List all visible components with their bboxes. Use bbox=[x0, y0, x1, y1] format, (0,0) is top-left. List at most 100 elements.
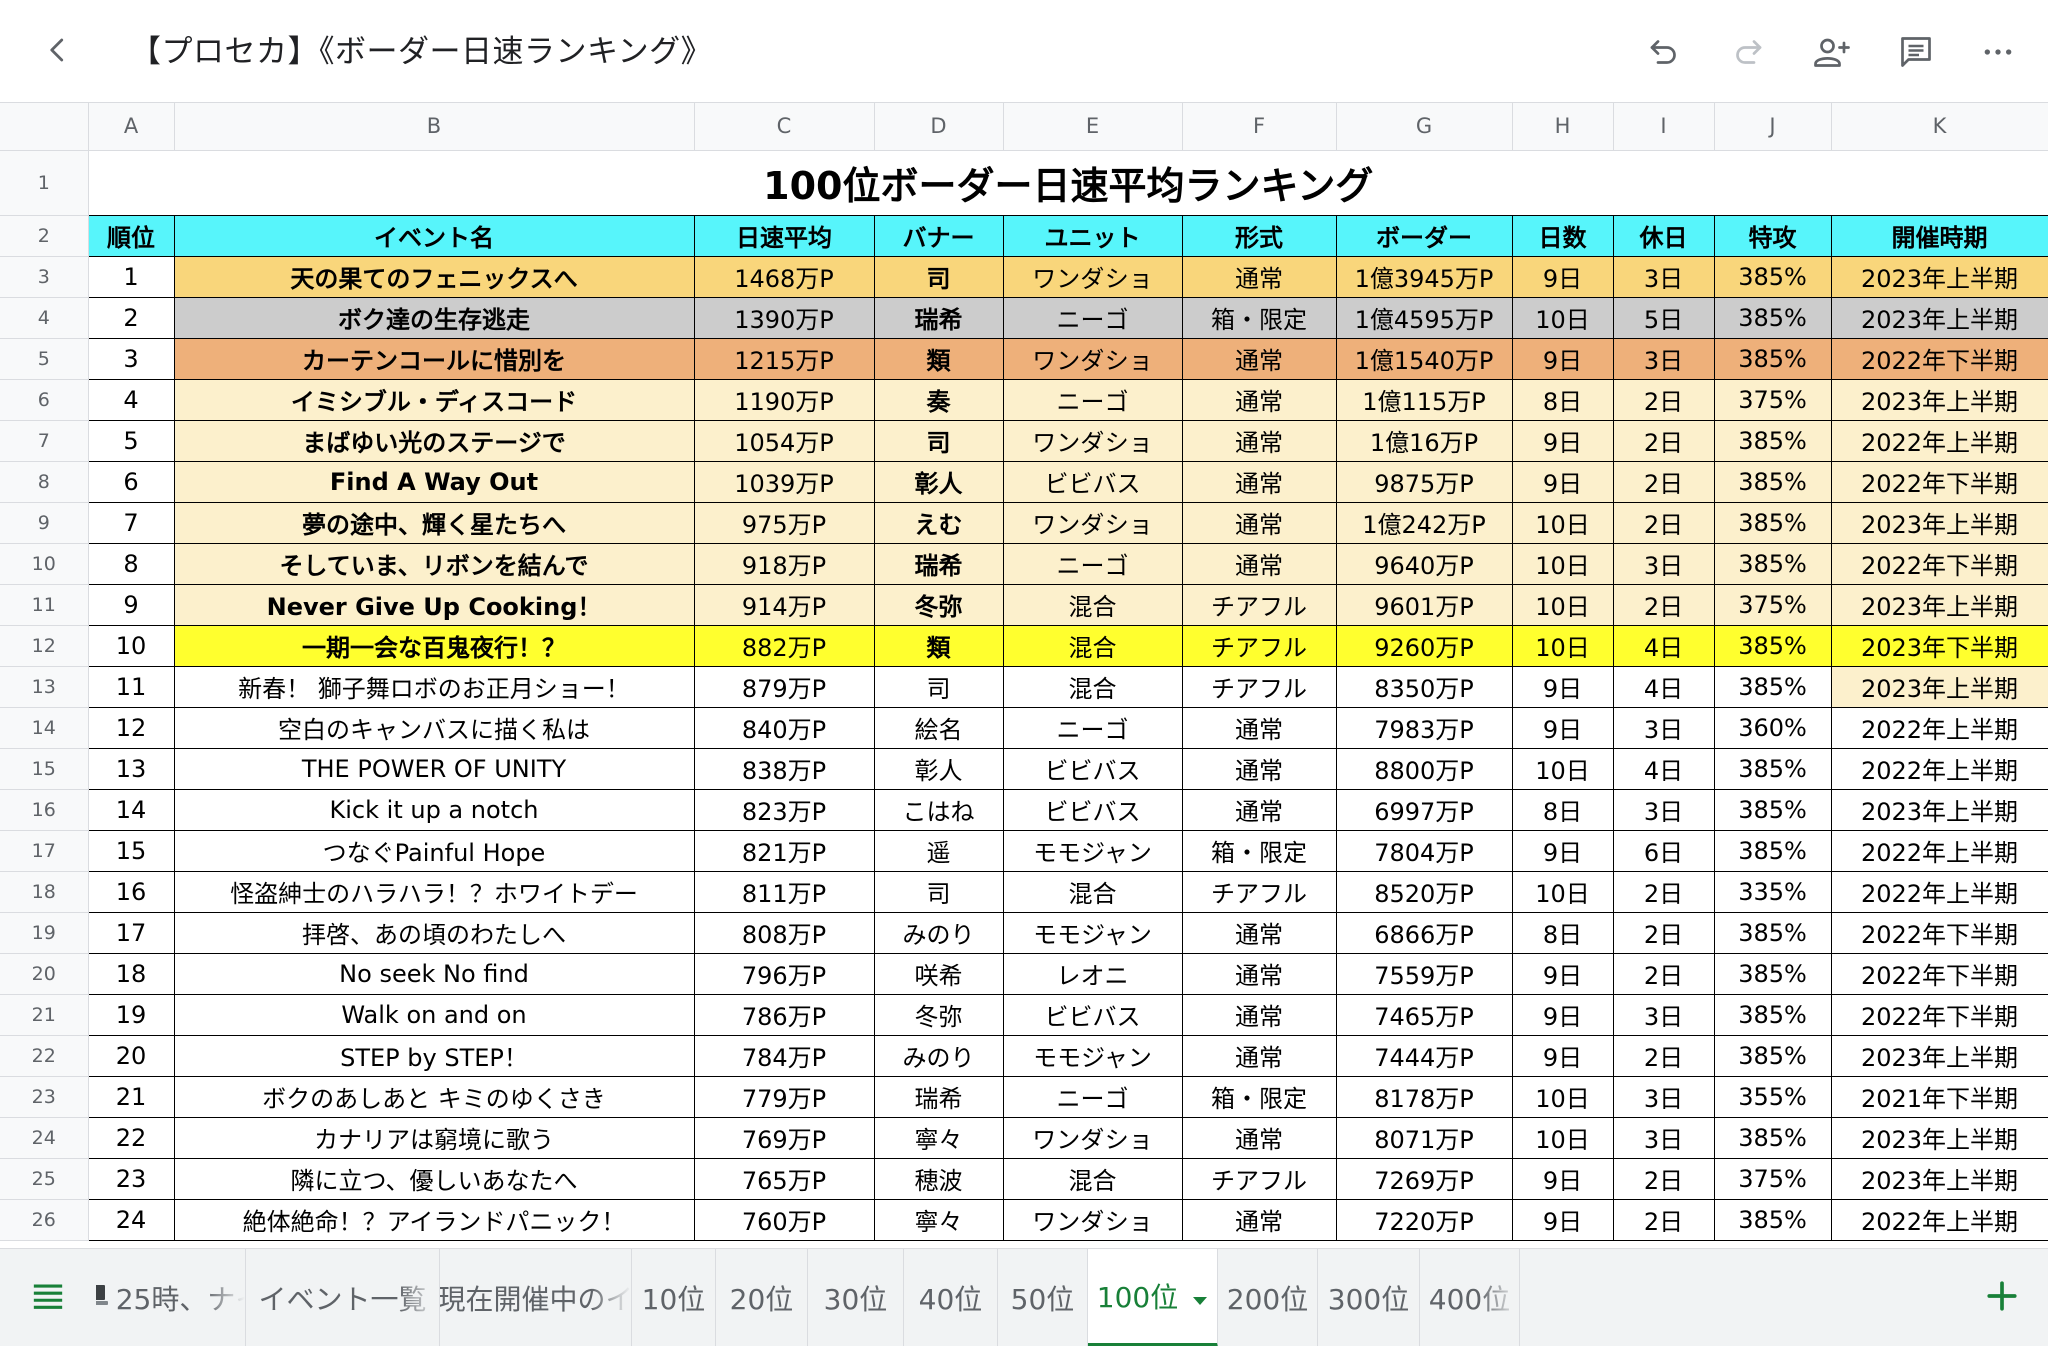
row-number[interactable]: 10 bbox=[0, 543, 89, 585]
border-cell[interactable]: 8178万P bbox=[1335, 1075, 1513, 1118]
banner-cell[interactable]: 穂波 bbox=[873, 1157, 1004, 1200]
days-cell[interactable]: 10日 bbox=[1511, 1116, 1614, 1159]
event-name-cell[interactable]: Find A Way Out bbox=[173, 460, 695, 503]
row-number[interactable]: 1 bbox=[0, 150, 89, 216]
banner-cell[interactable]: 彰人 bbox=[873, 747, 1004, 790]
row-number[interactable]: 19 bbox=[0, 912, 89, 954]
sheet-tab[interactable]: 100位 bbox=[1088, 1249, 1218, 1346]
holidays-cell[interactable]: 2日 bbox=[1612, 1198, 1715, 1241]
row-number[interactable]: 17 bbox=[0, 830, 89, 872]
holidays-cell[interactable]: 6日 bbox=[1612, 829, 1715, 872]
period-cell[interactable]: 2022年下半期 bbox=[1830, 952, 2048, 995]
format-cell[interactable]: チアフル bbox=[1181, 1157, 1337, 1200]
daily-average-cell[interactable]: 840万P bbox=[693, 706, 875, 749]
unit-cell[interactable]: ニーゴ bbox=[1002, 542, 1183, 585]
holidays-cell[interactable]: 2日 bbox=[1612, 419, 1715, 462]
rank-cell[interactable]: 10 bbox=[87, 624, 175, 667]
days-cell[interactable]: 10日 bbox=[1511, 870, 1614, 913]
days-cell[interactable]: 9日 bbox=[1511, 665, 1614, 708]
daily-average-cell[interactable]: 918万P bbox=[693, 542, 875, 585]
row-number[interactable]: 3 bbox=[0, 256, 89, 298]
event-name-cell[interactable]: ボクのあしあと キミのゆくさき bbox=[173, 1075, 695, 1118]
sheet-tab[interactable]: 50位 bbox=[998, 1249, 1088, 1346]
column-header-d[interactable]: D bbox=[874, 103, 1004, 151]
unit-cell[interactable]: ビビバス bbox=[1002, 788, 1183, 831]
row-number[interactable]: 9 bbox=[0, 502, 89, 544]
banner-cell[interactable]: 寧々 bbox=[873, 1198, 1004, 1241]
unit-cell[interactable]: ニーゴ bbox=[1002, 378, 1183, 421]
bonus-cell[interactable]: 385% bbox=[1713, 624, 1832, 667]
event-name-cell[interactable]: 天の果てのフェニックスへ bbox=[173, 255, 695, 298]
row-number[interactable]: 2 bbox=[0, 215, 89, 257]
header-cell-unit[interactable]: ユニット bbox=[1002, 214, 1183, 257]
bonus-cell[interactable]: 385% bbox=[1713, 337, 1832, 380]
bonus-cell[interactable]: 385% bbox=[1713, 952, 1832, 995]
holidays-cell[interactable]: 3日 bbox=[1612, 337, 1715, 380]
format-cell[interactable]: 通常 bbox=[1181, 1116, 1337, 1159]
header-cell-period[interactable]: 開催時期 bbox=[1830, 214, 2048, 257]
row-number[interactable]: 24 bbox=[0, 1117, 89, 1159]
holidays-cell[interactable]: 2日 bbox=[1612, 583, 1715, 626]
row-number[interactable]: 20 bbox=[0, 953, 89, 995]
border-cell[interactable]: 6997万P bbox=[1335, 788, 1513, 831]
banner-cell[interactable]: 寧々 bbox=[873, 1116, 1004, 1159]
bonus-cell[interactable]: 385% bbox=[1713, 993, 1832, 1036]
unit-cell[interactable]: ワンダショ bbox=[1002, 419, 1183, 462]
sheet-tab[interactable]: 10位 bbox=[632, 1249, 716, 1346]
format-cell[interactable]: 箱・限定 bbox=[1181, 1075, 1337, 1118]
row-number[interactable]: 4 bbox=[0, 297, 89, 339]
event-name-cell[interactable]: 隣に立つ、優しいあなたへ bbox=[173, 1157, 695, 1200]
border-cell[interactable]: 1億242万P bbox=[1335, 501, 1513, 544]
days-cell[interactable]: 10日 bbox=[1511, 296, 1614, 339]
rank-cell[interactable]: 23 bbox=[87, 1157, 175, 1200]
sheet-tab[interactable]: 300位 bbox=[1318, 1249, 1420, 1346]
holidays-cell[interactable]: 3日 bbox=[1612, 706, 1715, 749]
days-cell[interactable]: 9日 bbox=[1511, 460, 1614, 503]
period-cell[interactable]: 2023年上半期 bbox=[1830, 378, 2048, 421]
banner-cell[interactable]: みのり bbox=[873, 1034, 1004, 1077]
header-cell-daily-average[interactable]: 日速平均 bbox=[693, 214, 875, 257]
daily-average-cell[interactable]: 838万P bbox=[693, 747, 875, 790]
header-cell-format[interactable]: 形式 bbox=[1181, 214, 1337, 257]
sheet-tab[interactable]: 30位 bbox=[808, 1249, 904, 1346]
column-header-e[interactable]: E bbox=[1003, 103, 1183, 151]
unit-cell[interactable]: 混合 bbox=[1002, 583, 1183, 626]
rank-cell[interactable]: 16 bbox=[87, 870, 175, 913]
daily-average-cell[interactable]: 811万P bbox=[693, 870, 875, 913]
bonus-cell[interactable]: 385% bbox=[1713, 296, 1832, 339]
holidays-cell[interactable]: 2日 bbox=[1612, 1034, 1715, 1077]
holidays-cell[interactable]: 4日 bbox=[1612, 624, 1715, 667]
daily-average-cell[interactable]: 1390万P bbox=[693, 296, 875, 339]
banner-cell[interactable]: 瑞希 bbox=[873, 1075, 1004, 1118]
days-cell[interactable]: 9日 bbox=[1511, 952, 1614, 995]
bonus-cell[interactable]: 355% bbox=[1713, 1075, 1832, 1118]
period-cell[interactable]: 2022年下半期 bbox=[1830, 542, 2048, 585]
border-cell[interactable]: 7465万P bbox=[1335, 993, 1513, 1036]
event-name-cell[interactable]: 怪盗紳士のハラハラ！？ホワイトデー bbox=[173, 870, 695, 913]
banner-cell[interactable]: 奏 bbox=[873, 378, 1004, 421]
event-name-cell[interactable]: カナリアは窮境に歌う bbox=[173, 1116, 695, 1159]
unit-cell[interactable]: モモジャン bbox=[1002, 911, 1183, 954]
format-cell[interactable]: 通常 bbox=[1181, 952, 1337, 995]
holidays-cell[interactable]: 4日 bbox=[1612, 665, 1715, 708]
bonus-cell[interactable]: 385% bbox=[1713, 419, 1832, 462]
period-cell[interactable]: 2022年下半期 bbox=[1830, 993, 2048, 1036]
unit-cell[interactable]: ニーゴ bbox=[1002, 296, 1183, 339]
days-cell[interactable]: 9日 bbox=[1511, 706, 1614, 749]
row-number[interactable]: 7 bbox=[0, 420, 89, 462]
holidays-cell[interactable]: 4日 bbox=[1612, 747, 1715, 790]
format-cell[interactable]: 通常 bbox=[1181, 255, 1337, 298]
period-cell[interactable]: 2022年上半期 bbox=[1830, 1198, 2048, 1241]
holidays-cell[interactable]: 2日 bbox=[1612, 952, 1715, 995]
rank-cell[interactable]: 7 bbox=[87, 501, 175, 544]
format-cell[interactable]: 箱・限定 bbox=[1181, 296, 1337, 339]
days-cell[interactable]: 9日 bbox=[1511, 419, 1614, 462]
days-cell[interactable]: 9日 bbox=[1511, 1157, 1614, 1200]
select-all-corner[interactable] bbox=[0, 103, 89, 151]
period-cell[interactable]: 2022年上半期 bbox=[1830, 419, 2048, 462]
event-name-cell[interactable]: イミシブル・ディスコード bbox=[173, 378, 695, 421]
daily-average-cell[interactable]: 1190万P bbox=[693, 378, 875, 421]
row-number[interactable]: 26 bbox=[0, 1199, 89, 1241]
rank-cell[interactable]: 11 bbox=[87, 665, 175, 708]
sheet-tab[interactable]: 25時、ナイ bbox=[96, 1249, 246, 1346]
